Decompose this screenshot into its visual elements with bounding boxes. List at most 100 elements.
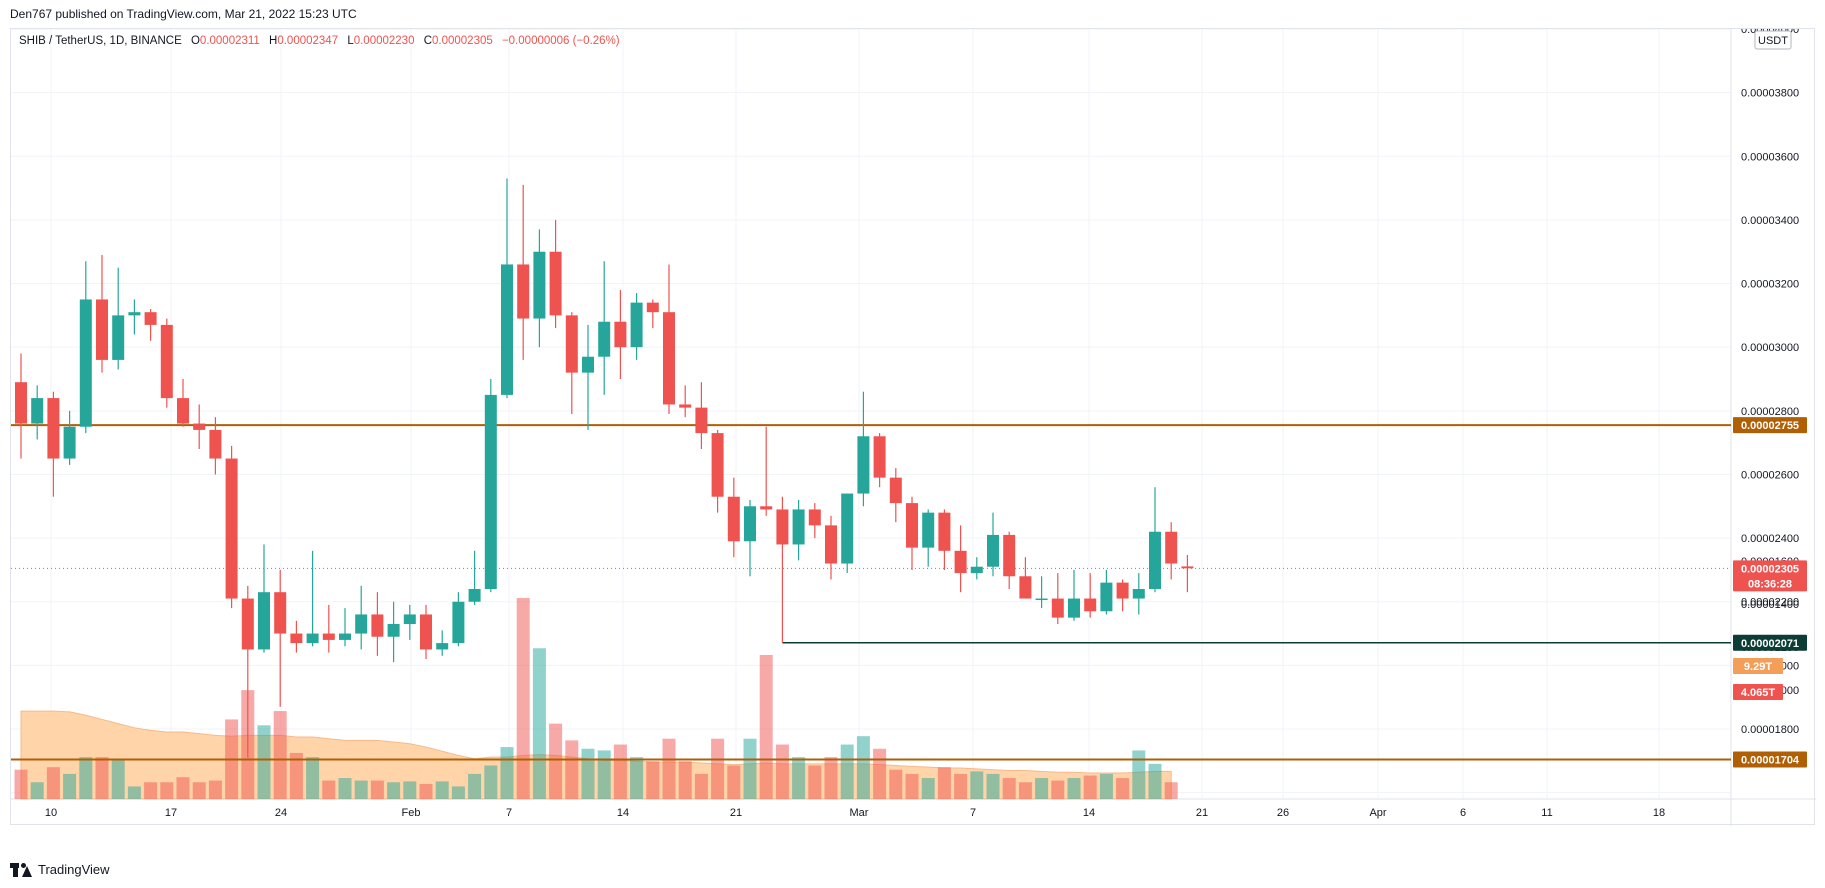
volume-bar	[500, 747, 514, 799]
volume-bar	[1018, 782, 1032, 799]
candle-body	[128, 312, 141, 316]
candle-body	[582, 356, 594, 373]
volume-bar	[630, 757, 644, 799]
low-label: L	[347, 35, 354, 47]
candle-body	[501, 264, 513, 395]
price-axis-tick: 0.00002400	[1741, 533, 1799, 545]
volume-bar	[192, 782, 206, 799]
candle-body	[1181, 566, 1194, 569]
volume-bar	[970, 771, 984, 799]
candle-body	[112, 315, 125, 360]
candle-body	[31, 398, 44, 424]
volume-bar	[1164, 782, 1178, 799]
candle-body	[825, 525, 837, 564]
candle-body	[970, 566, 983, 574]
volume-bar	[403, 781, 417, 799]
volume-bar	[759, 654, 773, 799]
candle-body	[533, 251, 546, 319]
candle-body	[889, 477, 902, 504]
price-axis-tick: 0.00003800	[1741, 88, 1799, 100]
symbol-name[interactable]: SHIB / TetherUS, 1D, BINANCE	[19, 35, 182, 47]
time-axis-tick: 17	[165, 807, 177, 819]
volume-bar	[14, 769, 28, 799]
volume-bar	[889, 769, 903, 799]
price-chart[interactable]: 0.000040000.000038000.000036000.00003400…	[11, 29, 1816, 826]
candle-body	[96, 299, 108, 360]
price-axis-tick: 0.00001400	[1741, 599, 1799, 611]
footer-brand: TradingView	[10, 858, 110, 882]
candle-body	[15, 382, 27, 424]
candle-body	[290, 633, 303, 644]
volume-bar	[549, 723, 563, 799]
candle-body	[711, 433, 724, 497]
close-label: C	[423, 35, 432, 47]
volume-bar	[1148, 763, 1162, 799]
tradingview-logo-icon	[10, 863, 32, 877]
price-axis-tick: 0.00002800	[1741, 406, 1799, 418]
volume-bar	[79, 757, 93, 799]
candle-body	[549, 251, 562, 316]
candle-body	[744, 506, 756, 542]
candle-body	[1003, 534, 1016, 577]
candle-body	[436, 643, 449, 650]
currency-label: USDT	[1758, 35, 1788, 47]
volume-bar	[646, 761, 660, 799]
candle-body	[47, 398, 60, 459]
candle-body	[209, 429, 222, 459]
candle-body	[1051, 598, 1064, 618]
chart-pane[interactable]: SHIB / TetherUS, 1D, BINANCE O0.00002311…	[10, 28, 1816, 826]
volume-bar	[30, 782, 44, 799]
candle-body	[760, 506, 773, 510]
time-axis-tick: 11	[1541, 807, 1552, 819]
price-axis-tick: 0.00002200	[1741, 597, 1799, 609]
candle-body	[614, 321, 627, 348]
candle-body	[727, 496, 740, 542]
price-axis-tick: 0.00002600	[1741, 469, 1799, 481]
price-badge-text: 08:36:28	[1748, 578, 1792, 590]
volume-bar	[1116, 778, 1130, 799]
candle-body	[598, 321, 611, 357]
volume-bar	[63, 773, 77, 799]
change-value: −0.00000006 (−0.26%)	[501, 35, 620, 47]
open-label: O	[190, 35, 200, 47]
candle-body	[63, 426, 76, 459]
candle-body	[873, 436, 886, 478]
price-badge	[1733, 751, 1807, 768]
candle-body	[241, 598, 254, 650]
currency-box	[1754, 30, 1792, 50]
price-axis-tick: 0.00001800	[1741, 724, 1799, 736]
candle-body	[922, 512, 935, 548]
low-value: 0.00002230	[353, 35, 415, 47]
symbol-legend: SHIB / TetherUS, 1D, BINANCE O0.00002311…	[19, 35, 620, 47]
price-badge-text: 0.00002071	[1741, 638, 1799, 650]
volume-bar	[581, 748, 595, 799]
volume-bar	[727, 765, 741, 799]
candle-body	[484, 394, 497, 589]
candle-body	[938, 512, 951, 551]
price-axis-tick: 0.00003200	[1741, 279, 1799, 291]
price-badge	[1733, 560, 1807, 577]
time-axis-tick: 14	[1083, 807, 1095, 819]
volume-bar	[694, 773, 708, 799]
candle-body	[517, 264, 530, 319]
candle-body	[274, 592, 287, 634]
time-axis-tick: 10	[45, 807, 57, 819]
candle-body	[630, 302, 643, 348]
candle-body	[322, 633, 335, 640]
time-axis-tick: 21	[730, 807, 742, 819]
time-axis-tick: Mar	[850, 807, 869, 819]
volume-bar	[613, 744, 627, 799]
volume-bar	[273, 711, 287, 799]
price-badge	[1733, 634, 1807, 651]
candle-body	[808, 509, 821, 526]
candle-body	[144, 312, 157, 325]
candle-body	[857, 436, 870, 494]
price-axis-tick: 0.00003000	[1741, 342, 1799, 354]
volume-bar	[808, 765, 822, 799]
volume-bar	[1099, 773, 1113, 799]
publisher-line: Den767 published on TradingView.com, Mar…	[10, 7, 357, 21]
volume-bar	[144, 782, 158, 799]
price-badge-text: 0.00001704	[1741, 755, 1800, 767]
candle-body	[1116, 582, 1129, 599]
volume-bar	[516, 598, 530, 799]
